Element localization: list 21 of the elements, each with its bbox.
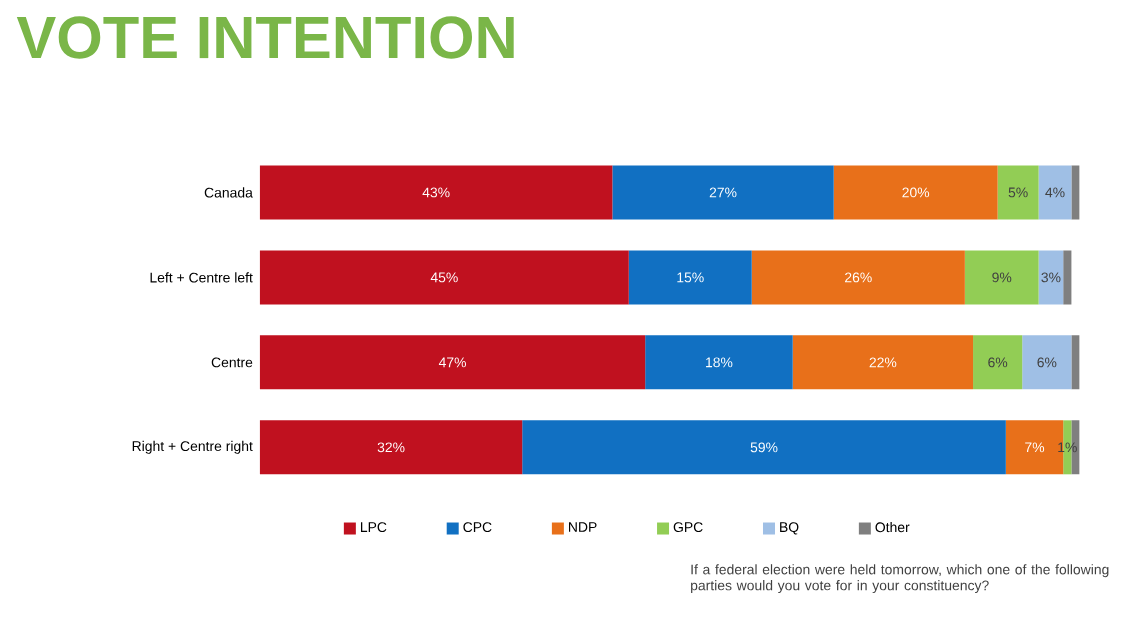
bar	[792, 335, 974, 390]
bar	[645, 335, 793, 390]
bar	[628, 250, 752, 305]
bar	[1063, 250, 1072, 305]
bar	[973, 335, 1023, 390]
bar	[259, 420, 523, 475]
bar	[522, 420, 1006, 475]
bar	[997, 165, 1039, 220]
bar	[833, 165, 998, 220]
bar	[1071, 165, 1080, 220]
bar	[1022, 335, 1072, 390]
bar	[1071, 335, 1080, 390]
bar	[612, 165, 834, 220]
chart-title: VOTE INTENTION	[16, 16, 514, 59]
bar	[259, 250, 629, 305]
bar	[1038, 250, 1064, 305]
bar	[751, 250, 965, 305]
bar	[259, 165, 613, 220]
bar	[1038, 165, 1072, 220]
bar	[259, 335, 646, 390]
bar	[964, 250, 1039, 305]
